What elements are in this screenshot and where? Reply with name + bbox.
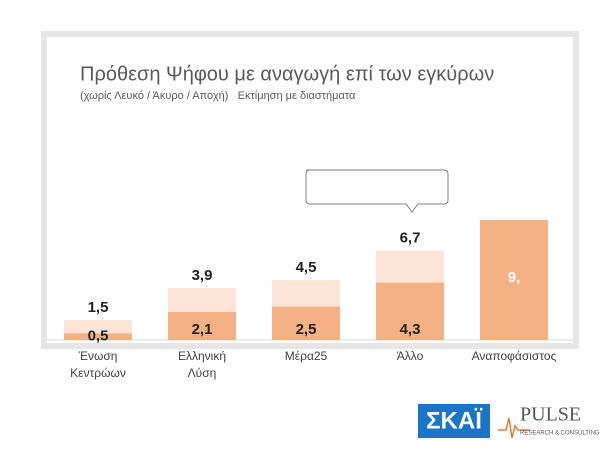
value-label: 0,5 — [88, 328, 109, 345]
category-label: Άλλο — [396, 349, 424, 363]
category-label: Ελληνική Λύση — [177, 349, 227, 380]
value-label: 9, — [508, 269, 521, 286]
logo-text: PULSE — [520, 404, 581, 426]
logo-pulse-line — [498, 417, 530, 439]
value-label: 6,7 — [400, 230, 421, 247]
logo-broadcaster: ΣΚΑΪ — [418, 404, 490, 438]
category-label: Αναποφάσιστος — [471, 349, 557, 363]
chart-subtitle: (χωρίς Λευκό / Άκυρο / Αποχή) Εκτίμηση μ… — [80, 90, 356, 102]
range-bar-low — [168, 312, 236, 340]
annotation-callout — [305, 169, 449, 213]
value-label: 4,5 — [296, 259, 317, 276]
value-label: 2,1 — [192, 321, 213, 338]
logo-pollster: PULSE RESEARCH & CONSULTING — [498, 404, 600, 439]
chart-title: Πρόθεση Ψήφου με αναγωγή επί των εγκύρων — [80, 63, 494, 85]
value-label: 1,5 — [88, 299, 109, 316]
range-bar-low — [272, 306, 340, 340]
logo-box — [418, 404, 490, 438]
logo-tagline: RESEARCH & CONSULTING — [520, 431, 600, 437]
range-bar-low — [480, 220, 548, 340]
category-label: Ένωση Κεντρώων — [70, 349, 126, 380]
value-label: 4,3 — [400, 321, 421, 338]
range-bar-low — [64, 333, 132, 340]
value-label: 3,9 — [192, 267, 213, 284]
category-label: Μέρα25 — [284, 349, 328, 363]
callout-box — [305, 169, 449, 213]
range-bar-low — [376, 282, 444, 340]
value-label: 2,5 — [296, 321, 317, 338]
logo-text: ΣΚΑΪ — [426, 407, 483, 434]
